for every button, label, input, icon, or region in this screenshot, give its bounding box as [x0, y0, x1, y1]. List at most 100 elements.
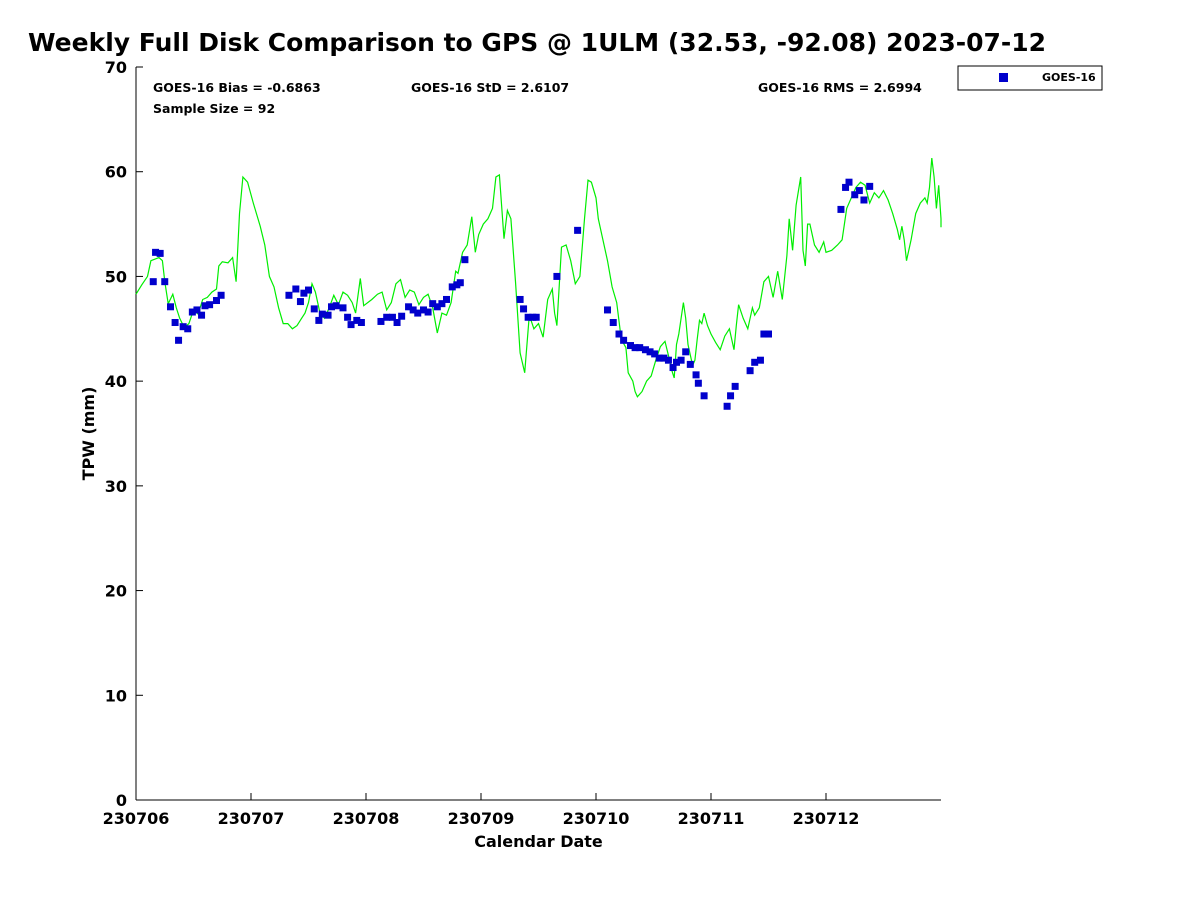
goes16-data-point: [686, 360, 694, 368]
goes16-data-point: [175, 336, 183, 344]
goes16-data-point: [318, 310, 326, 318]
goes16-data-point: [201, 302, 209, 310]
y-tick-label: 70: [105, 58, 127, 77]
goes16-data-point: [198, 311, 206, 319]
goes16-data-point: [332, 302, 340, 310]
goes16-data-point: [152, 248, 160, 256]
x-tick-label: 230711: [678, 809, 745, 828]
goes16-data-point: [184, 325, 192, 333]
goes16-data-point: [285, 291, 293, 299]
goes16-data-point: [664, 356, 672, 364]
goes16-data-point: [760, 330, 768, 338]
goes16-data-point: [456, 279, 464, 287]
goes16-data-point: [860, 196, 868, 204]
axes: 0 10 20 30 40 50 60 70 230706 230707 230708 230709 2…: [79, 58, 941, 851]
chart-title: Weekly Full Disk Comparison to GPS @ 1UL…: [28, 28, 1047, 57]
goes16-data-point: [347, 321, 355, 329]
legend-box: [957, 65, 1103, 91]
goes16-data-point: [765, 330, 772, 338]
goes16-data-point: [673, 358, 680, 366]
goes16-data-point: [855, 187, 863, 195]
goes16-data-point: [660, 354, 668, 362]
goes16-data-point: [300, 289, 308, 297]
goes16-data-point: [353, 316, 361, 324]
plot-area: [135, 158, 942, 410]
goes16-data-point: [438, 300, 446, 308]
goes16-data-point: [448, 283, 456, 291]
goes16-data-point: [851, 191, 859, 199]
x-axis-label: Calendar Date: [474, 832, 603, 851]
goes16-data-point: [746, 367, 754, 375]
goes16-data-point: [604, 306, 611, 314]
goes16-data-point: [700, 392, 708, 400]
y-tick-label: 10: [105, 686, 127, 705]
y-axis-label: TPW (mm): [79, 387, 98, 481]
goes16-data-point: [651, 350, 659, 358]
goes16-data-point: [842, 183, 850, 191]
x-tick-label: 230710: [563, 809, 630, 828]
goes16-data-point: [315, 316, 323, 324]
goes16-data-point: [532, 313, 540, 321]
goes16-data-point: [655, 354, 663, 362]
goes16-data-point: [296, 298, 304, 306]
y-tick-label: 40: [105, 372, 127, 391]
x-tick-label: 230708: [333, 809, 400, 828]
goes16-data-point: [292, 285, 300, 293]
goes16-data-point: [206, 301, 214, 309]
goes16-data-point: [731, 382, 739, 390]
legend-label: GOES-16: [1042, 71, 1096, 84]
bias-stat: GOES-16 Bias = -0.6863: [153, 80, 321, 95]
goes16-data-point: [866, 182, 874, 190]
goes16-data-point: [727, 392, 735, 400]
goes16-data-point: [324, 311, 332, 319]
goes16-data-point: [694, 379, 702, 387]
x-tick-label: 230707: [218, 809, 285, 828]
goes16-data-point: [620, 336, 628, 344]
goes16-data-point: [461, 256, 469, 264]
goes16-data-point: [149, 278, 157, 286]
goes16-data-point: [669, 364, 677, 372]
goes16-data-point: [383, 313, 391, 321]
goes16-data-point: [217, 291, 225, 299]
goes16-data-point: [574, 226, 582, 234]
goes16-data-point: [845, 178, 853, 186]
goes16-data-point: [420, 306, 427, 314]
goes16-data-point: [692, 371, 700, 379]
goes16-data-point: [310, 305, 318, 313]
goes16-data-point: [398, 312, 406, 320]
goes16-data-point: [188, 308, 196, 316]
y-tick-label: 20: [105, 582, 127, 601]
goes16-data-point: [631, 344, 639, 352]
x-tick-label: 230712: [793, 809, 860, 828]
goes16-data-point: [443, 295, 450, 303]
y-tick-label: 30: [105, 477, 127, 496]
goes16-data-point: [636, 344, 644, 352]
gps-series-line: [135, 158, 942, 398]
goes16-data-point: [751, 358, 759, 366]
goes16-data-point: [393, 319, 401, 327]
goes16-data-point: [171, 319, 179, 327]
goes16-data-point: [682, 348, 690, 356]
goes16-data-point: [677, 356, 685, 364]
goes16-data-point: [424, 308, 432, 316]
goes16-data-point: [524, 313, 532, 321]
goes16-data-point: [433, 303, 441, 311]
goes16-data-point: [213, 297, 220, 305]
goes16-data-point: [837, 205, 845, 213]
goes16-data-point: [723, 402, 731, 410]
goes16-data-point: [193, 306, 201, 314]
goes16-data-point: [414, 309, 422, 317]
goes16-data-point: [627, 342, 634, 350]
goes16-data-point: [646, 348, 654, 356]
y-tick-label: 50: [105, 267, 127, 286]
y-tick-label: 60: [105, 163, 127, 182]
goes16-data-point: [520, 305, 528, 313]
legend-marker: [999, 73, 1008, 82]
goes16-data-point: [756, 356, 764, 364]
goes16-data-point: [409, 306, 417, 314]
goes16-data-point: [609, 319, 617, 327]
goes16-data-point: [357, 319, 365, 327]
goes16-data-point: [339, 304, 347, 312]
goes16-data-point: [615, 330, 623, 338]
goes16-data-point: [377, 317, 385, 325]
